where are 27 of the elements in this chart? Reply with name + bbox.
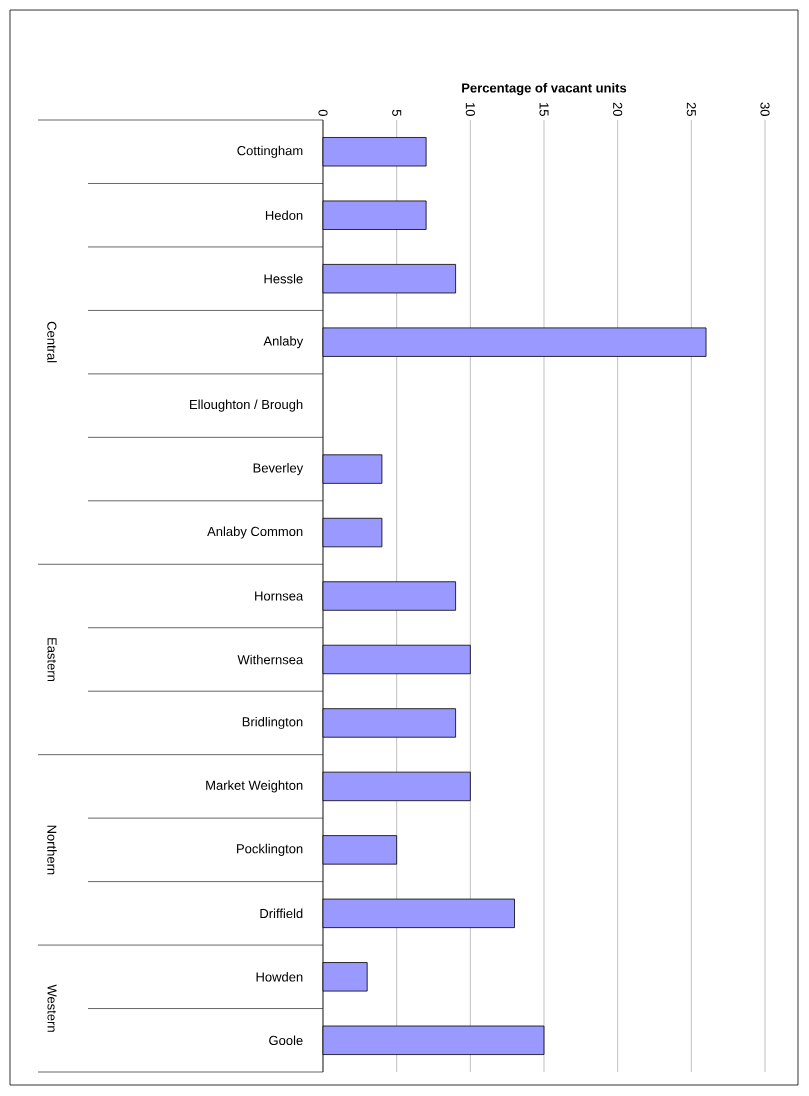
y-tick-label: Goole xyxy=(269,1035,303,1046)
y-tick-label: Anlaby xyxy=(263,336,304,349)
text: Western xyxy=(47,984,57,1032)
y-tick-label: Hedon xyxy=(265,210,303,220)
y-tick-label: Beverley xyxy=(253,463,304,476)
y-tick-label: Withernsea xyxy=(237,654,304,665)
text: Northern xyxy=(47,825,57,875)
x-tick-label: 5 xyxy=(392,109,402,116)
x-tick-label: 10 xyxy=(465,103,475,116)
x-tick-label: 20 xyxy=(613,102,623,116)
y-tick-label: Hornsea xyxy=(255,591,304,601)
y-tick-label: Pocklington xyxy=(237,843,303,856)
y-tick-label: Elloughton / Brough xyxy=(190,399,303,412)
x-tick-label: 30 xyxy=(760,102,770,116)
x-tick-label: 25 xyxy=(686,102,696,116)
y-tick-label: Hessle xyxy=(264,273,303,284)
text: Central xyxy=(47,321,57,363)
y-tick-label: Bridlington xyxy=(242,716,303,730)
y-tick-label: Driffield xyxy=(260,908,303,919)
x-tick-label: 15 xyxy=(539,103,549,116)
x-axis-title: Percentage of vacant units xyxy=(462,82,627,96)
text: Eastern xyxy=(47,638,57,682)
y-tick-label: Anlaby Common xyxy=(207,526,303,539)
x-tick-label: 0 xyxy=(318,109,328,116)
y-tick-label: Market Weighton xyxy=(206,780,303,793)
y-tick-label: Cottingham xyxy=(237,145,303,158)
y-tick-label: Howden xyxy=(256,972,303,982)
